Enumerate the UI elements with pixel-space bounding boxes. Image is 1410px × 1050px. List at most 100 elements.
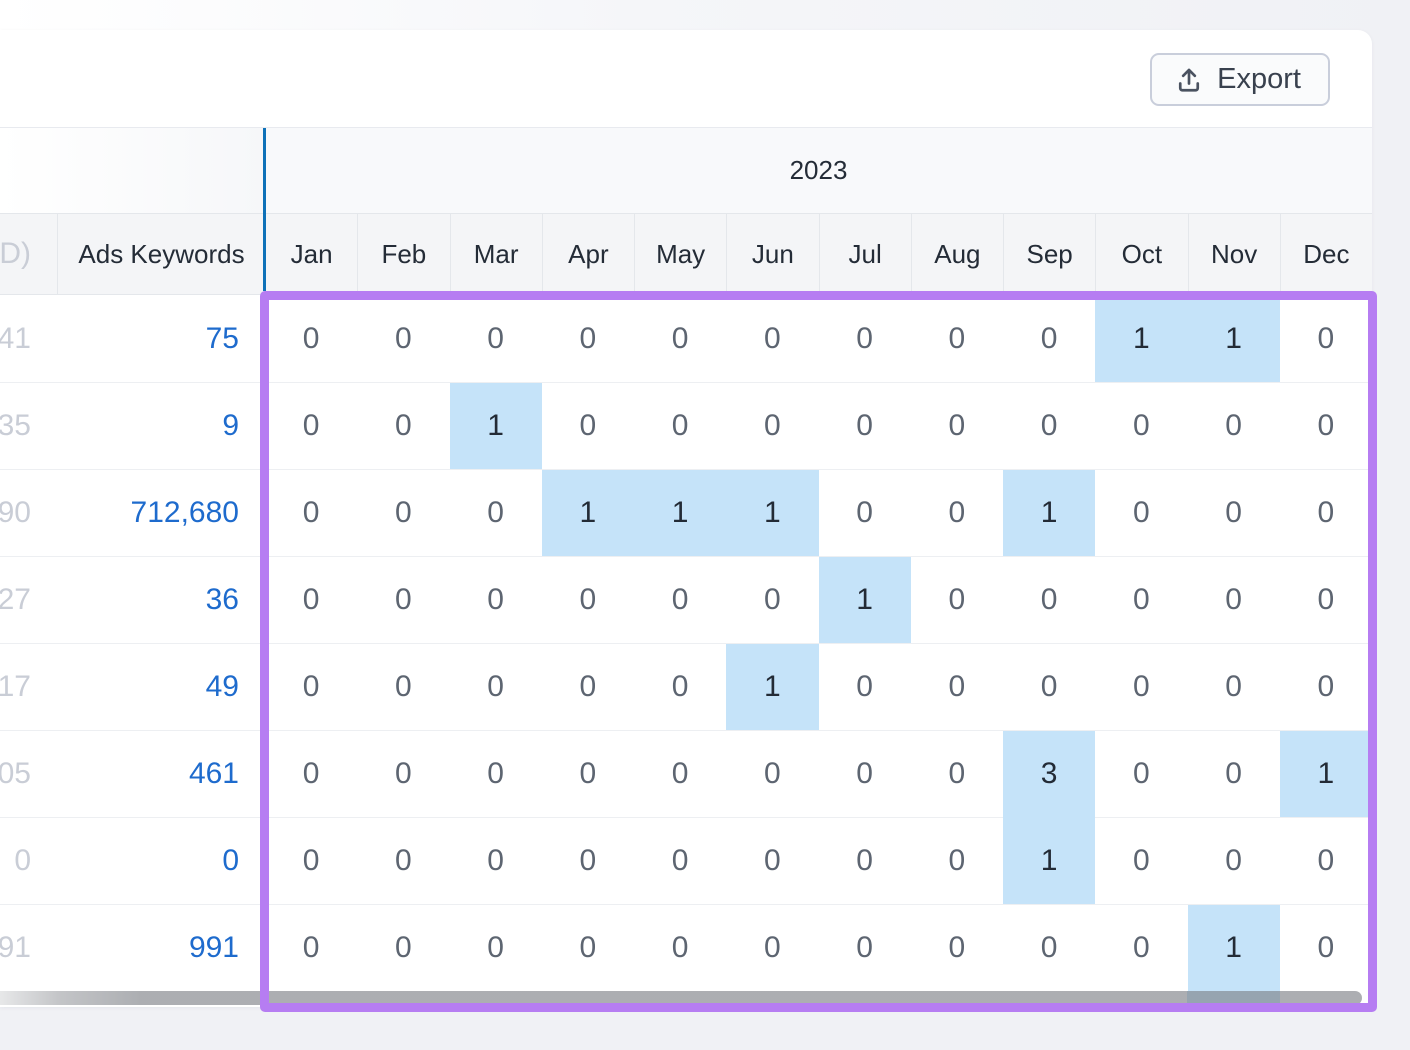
- cell-jul: 0: [856, 321, 873, 355]
- cell-feb: 0: [357, 643, 450, 730]
- cell-jan: 0: [265, 643, 358, 730]
- col-header-nov: Nov: [1187, 213, 1280, 295]
- cell-jul: 0: [818, 730, 911, 817]
- cell-apr: 0: [579, 321, 597, 355]
- cell-aug: 0: [910, 643, 1003, 730]
- ads-keywords-value-link[interactable]: 49: [57, 643, 265, 730]
- cell-oct: 0: [1095, 904, 1188, 991]
- cell-jul: 0: [818, 643, 911, 730]
- cell-aug: 0: [948, 321, 966, 355]
- cell-dec: 0: [1279, 382, 1372, 469]
- cell-dec: 0: [1317, 321, 1335, 355]
- export-button[interactable]: Export: [1150, 53, 1330, 106]
- ads-keywords-value-link[interactable]: 712,680: [57, 469, 265, 556]
- col-header-dec: Dec: [1279, 213, 1372, 295]
- cell-jun: 0: [726, 382, 819, 469]
- ads-keywords-value-link[interactable]: 991: [57, 904, 265, 991]
- cell-mar: 0: [449, 904, 542, 991]
- cell-apr: 0: [541, 904, 634, 991]
- cell-oct: 0: [1095, 817, 1188, 904]
- cell-nov: 1: [1187, 295, 1280, 382]
- cell-nov: 0: [1187, 556, 1280, 643]
- col-header-apr: Apr: [541, 213, 634, 295]
- cell-aug: 0: [910, 817, 1003, 904]
- col-header-aug: Aug: [910, 213, 1003, 295]
- cell-aug: 0: [910, 730, 1003, 817]
- col-header-sep: Sep: [1003, 213, 1096, 295]
- cell-jun: 0: [726, 556, 819, 643]
- page-background-strip: [0, 0, 1410, 30]
- cell-sep: 1: [1003, 469, 1096, 556]
- ads-keywords-value-link[interactable]: 36: [57, 556, 265, 643]
- cell-jan: 0: [265, 556, 358, 643]
- cell-jul: 0: [818, 817, 911, 904]
- cell-nov: 0: [1187, 643, 1280, 730]
- cell-feb: 0: [357, 730, 450, 817]
- year-row-left-spacer: [0, 128, 265, 213]
- cell-may: 0: [634, 730, 727, 817]
- row-left-clipped-fragment: 90: [0, 469, 57, 556]
- cell-apr: 0: [541, 643, 634, 730]
- cell-jul: 1: [818, 556, 911, 643]
- cell-oct: 0: [1095, 730, 1188, 817]
- cell-apr: 0: [541, 730, 634, 817]
- cell-jun: 0: [726, 730, 819, 817]
- col-header-mar: Mar: [449, 213, 542, 295]
- cell-jun: 0: [726, 904, 819, 991]
- row-left-clipped-fragment: 27: [0, 556, 57, 643]
- cell-aug: 0: [910, 382, 1003, 469]
- cell-feb: 0: [357, 469, 450, 556]
- cell-jan: 0: [302, 321, 320, 355]
- cell-apr: 0: [541, 556, 634, 643]
- col-header-clipped-fragment: D): [0, 213, 57, 295]
- cell-apr: 0: [541, 817, 634, 904]
- cell-dec: 0: [1279, 469, 1372, 556]
- cell-oct: 0: [1095, 469, 1188, 556]
- year-header-label: 2023: [265, 128, 1372, 213]
- cell-apr: 0: [541, 382, 634, 469]
- row-left-clipped-fragment: 0: [0, 817, 57, 904]
- horizontal-scrollbar-thumb[interactable]: [0, 991, 1362, 1005]
- cell-sep: 0: [1003, 556, 1096, 643]
- ads-keywords-value-link[interactable]: 75: [205, 321, 239, 355]
- cell-dec: 0: [1279, 904, 1372, 991]
- cell-may: 0: [671, 321, 689, 355]
- toolbar: Export: [0, 30, 1372, 128]
- cell-nov: 0: [1187, 817, 1280, 904]
- cell-jul: 0: [818, 904, 911, 991]
- row-left-clipped-fragment: 41: [0, 321, 31, 355]
- col-header-jun: Jun: [726, 213, 819, 295]
- col-header-may: May: [634, 213, 727, 295]
- cell-sep: 1: [1003, 817, 1096, 904]
- col-header-ads-keywords: Ads Keywords: [57, 213, 265, 295]
- ads-keywords-value-link[interactable]: 9: [57, 382, 265, 469]
- cell-mar: 0: [449, 730, 542, 817]
- cell-may: 0: [634, 382, 727, 469]
- row-left-clipped-fragment: 35: [0, 382, 57, 469]
- cell-jun: 1: [726, 469, 819, 556]
- cell-jun: 0: [726, 817, 819, 904]
- cell-jan: 0: [265, 904, 358, 991]
- cell-jan: 0: [265, 469, 358, 556]
- cell-sep: 0: [1040, 321, 1058, 355]
- ads-keywords-value-link[interactable]: 0: [57, 817, 265, 904]
- cell-feb: 0: [395, 321, 412, 355]
- cell-aug: 0: [910, 904, 1003, 991]
- cell-jan: 0: [265, 817, 358, 904]
- cell-nov: 0: [1187, 469, 1280, 556]
- cell-may: 0: [634, 643, 727, 730]
- cell-jul: 0: [818, 382, 911, 469]
- export-button-label: Export: [1217, 63, 1301, 95]
- row-left-clipped-fragment: 17: [0, 643, 57, 730]
- cell-may: 0: [634, 817, 727, 904]
- cell-jan: 0: [265, 730, 358, 817]
- ads-keywords-monthly-table: 2023 D) Ads Keywords Jan Feb Mar Apr May Jun Jul A…: [0, 128, 1372, 991]
- cell-feb: 0: [357, 817, 450, 904]
- cell-mar: 0: [449, 817, 542, 904]
- ads-keywords-value-link[interactable]: 461: [57, 730, 265, 817]
- cell-nov: 1: [1187, 904, 1280, 991]
- cell-aug: 0: [910, 469, 1003, 556]
- column-focus-indicator-line: [263, 128, 266, 291]
- col-header-jul: Jul: [818, 213, 911, 295]
- table-card: Export 2023 D) Ads Keywords Jan Feb Mar Apr May…: [0, 30, 1372, 1007]
